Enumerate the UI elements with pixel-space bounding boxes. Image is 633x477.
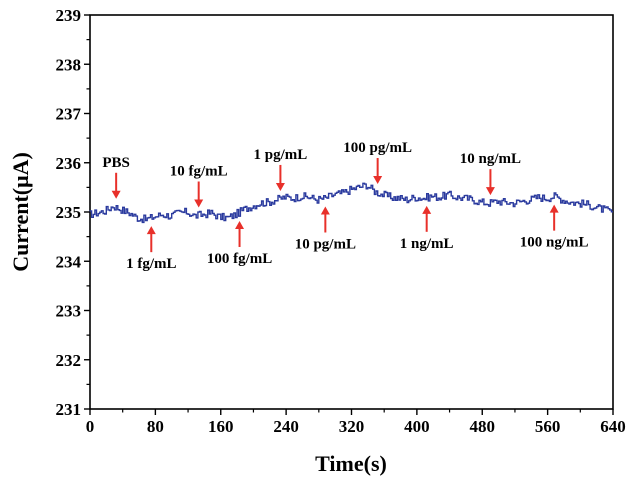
annotation-label: PBS [102,155,130,171]
annotation-100-pg-ml: 100 pg/mL [343,140,412,185]
annotation-arrow-head [111,190,121,199]
annotation-arrow-head [549,204,559,213]
annotation-label: 10 pg/mL [295,237,356,253]
annotation-label: 1 pg/mL [254,147,308,163]
annotation-10-fg-ml: 10 fg/mL [170,163,228,208]
x-tick-label: 640 [600,417,626,436]
annotation-arrow-head [422,205,432,214]
y-tick-label: 234 [56,252,82,271]
annotation-10-ng-ml: 10 ng/mL [460,151,521,196]
annotation-pbs: PBS [102,155,130,199]
annotation-1-fg-ml: 1 fg/mL [126,226,177,272]
y-tick-label: 235 [56,203,82,222]
x-tick-label: 400 [404,417,430,436]
annotation-arrow-head [194,199,204,208]
x-tick-label: 560 [535,417,561,436]
concentration-annotations: PBS 1 fg/mL 10 fg/mL 100 fg/mL 1 pg/mL 10 pg/… [102,140,588,272]
annotation-label: 1 ng/mL [400,236,454,252]
y-tick-label: 233 [56,302,82,321]
y-axis-title: Current(μA) [8,152,33,272]
x-tick-label: 160 [208,417,234,436]
x-axis-title: Time(s) [315,451,387,476]
x-tick-label: 320 [339,417,365,436]
y-tick-label: 239 [56,6,82,25]
annotation-arrow-head [146,226,156,235]
annotation-10-pg-ml: 10 pg/mL [295,206,356,253]
plot-frame [89,14,614,410]
annotation-arrow-head [235,220,245,229]
annotation-label: 10 ng/mL [460,151,521,167]
annotation-label: 100 ng/mL [520,235,589,251]
annotation-1-pg-ml: 1 pg/mL [254,147,308,191]
annotation-label: 100 fg/mL [207,251,272,267]
annotation-label: 10 fg/mL [170,163,228,179]
x-tick-label: 80 [147,417,164,436]
x-tick-label: 0 [86,417,95,436]
y-tick-label: 238 [56,55,82,74]
annotation-arrow-head [373,176,383,185]
annotation-arrow-head [320,206,330,215]
axis-ticks [84,14,614,415]
y-tick-label: 231 [56,400,82,419]
annotation-arrow-head [485,187,495,196]
series-line-current [89,182,613,224]
x-tick-label: 240 [273,417,299,436]
y-tick-label: 237 [56,105,82,124]
y-tick-label: 236 [56,154,82,173]
annotation-label: 100 pg/mL [343,140,412,156]
y-tick-label: 232 [56,351,82,370]
annotation-arrow-head [275,182,285,191]
annotation-1-ng-ml: 1 ng/mL [400,205,454,252]
annotation-100-ng-ml: 100 ng/mL [520,204,589,251]
tick-labels: 0 80 160 240 320 400 480 560 640 231 232 233 234 235 2… [56,6,626,436]
annotation-100-fg-ml: 100 fg/mL [207,220,272,267]
x-tick-label: 480 [470,417,496,436]
annotation-label: 1 fg/mL [126,256,176,272]
